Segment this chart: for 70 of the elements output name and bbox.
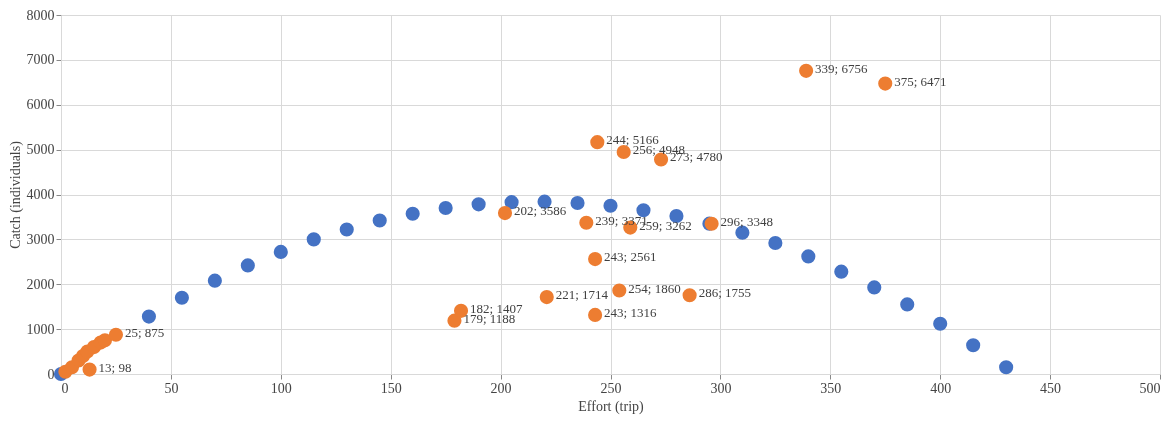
point (207, 273, 222, 288)
y-tick-label: 8000 (26, 7, 55, 23)
point (900, 297, 915, 312)
x-tick-label: 100 (270, 380, 292, 396)
point (682, 288, 697, 303)
point (933, 316, 948, 331)
data-label: 13; 98 (98, 359, 132, 375)
point (999, 360, 1014, 375)
y-tick-label: 2000 (26, 276, 55, 292)
data-label: 243; 1316 (604, 304, 657, 320)
x-tick-label: 250 (600, 380, 622, 396)
x-tick-label: 50 (164, 380, 179, 396)
point (588, 307, 603, 322)
point (174, 290, 189, 305)
point (579, 215, 594, 230)
point (801, 249, 816, 264)
point (306, 232, 321, 247)
point (108, 327, 124, 342)
x-tick-label: 200 (490, 380, 512, 396)
point (339, 222, 354, 237)
data-label: 339; 6756 (815, 60, 868, 76)
y-tick-label: 5000 (26, 142, 55, 158)
point (240, 258, 255, 273)
data-label: 243; 2561 (604, 249, 657, 265)
data-label: 286; 1755 (698, 285, 751, 301)
point (636, 203, 651, 218)
y-tick-label: 1000 (26, 321, 55, 337)
point (612, 283, 627, 298)
point (603, 198, 618, 213)
y-tick-label: 6000 (26, 97, 55, 113)
point (570, 195, 585, 211)
data-label: 296; 3348 (720, 213, 773, 229)
point (768, 235, 783, 251)
y-axis-title: Catch (individuals) (7, 140, 24, 249)
x-tick-label: 150 (380, 380, 402, 396)
y-tick-label: 0 (47, 366, 55, 382)
data-label: 25; 875 (124, 324, 165, 340)
point (799, 63, 814, 78)
data-label: 375; 6471 (894, 73, 947, 89)
point (497, 206, 513, 221)
point (966, 338, 981, 353)
point (537, 194, 552, 209)
point (539, 290, 554, 305)
x-tick-label: 450 (1040, 380, 1062, 396)
x-axis-title: Effort (trip) (578, 398, 645, 415)
point (405, 206, 420, 221)
point (834, 264, 849, 279)
point (372, 213, 387, 228)
point (590, 135, 605, 150)
point (82, 362, 97, 377)
point (878, 76, 893, 91)
data-label: 221; 1714 (555, 287, 609, 303)
point (97, 333, 113, 348)
point (141, 309, 156, 324)
data-label: 202; 3586 (514, 203, 567, 219)
point (273, 244, 288, 259)
y-tick-label: 7000 (26, 52, 55, 68)
y-tick-label: 4000 (26, 187, 55, 202)
x-tick-label: 400 (930, 380, 952, 396)
x-tick-label: 500 (1139, 380, 1161, 396)
y-tick-label: 3000 (26, 231, 55, 247)
data-label: 254; 1860 (628, 280, 681, 296)
point (867, 280, 882, 295)
point (471, 197, 486, 212)
point (588, 252, 603, 267)
x-tick-label: 0 (61, 380, 69, 396)
x-tick-label: 350 (820, 380, 842, 396)
point (438, 200, 453, 216)
x-tick-label: 300 (710, 380, 732, 396)
data-label: 182; 1407 (470, 300, 523, 316)
